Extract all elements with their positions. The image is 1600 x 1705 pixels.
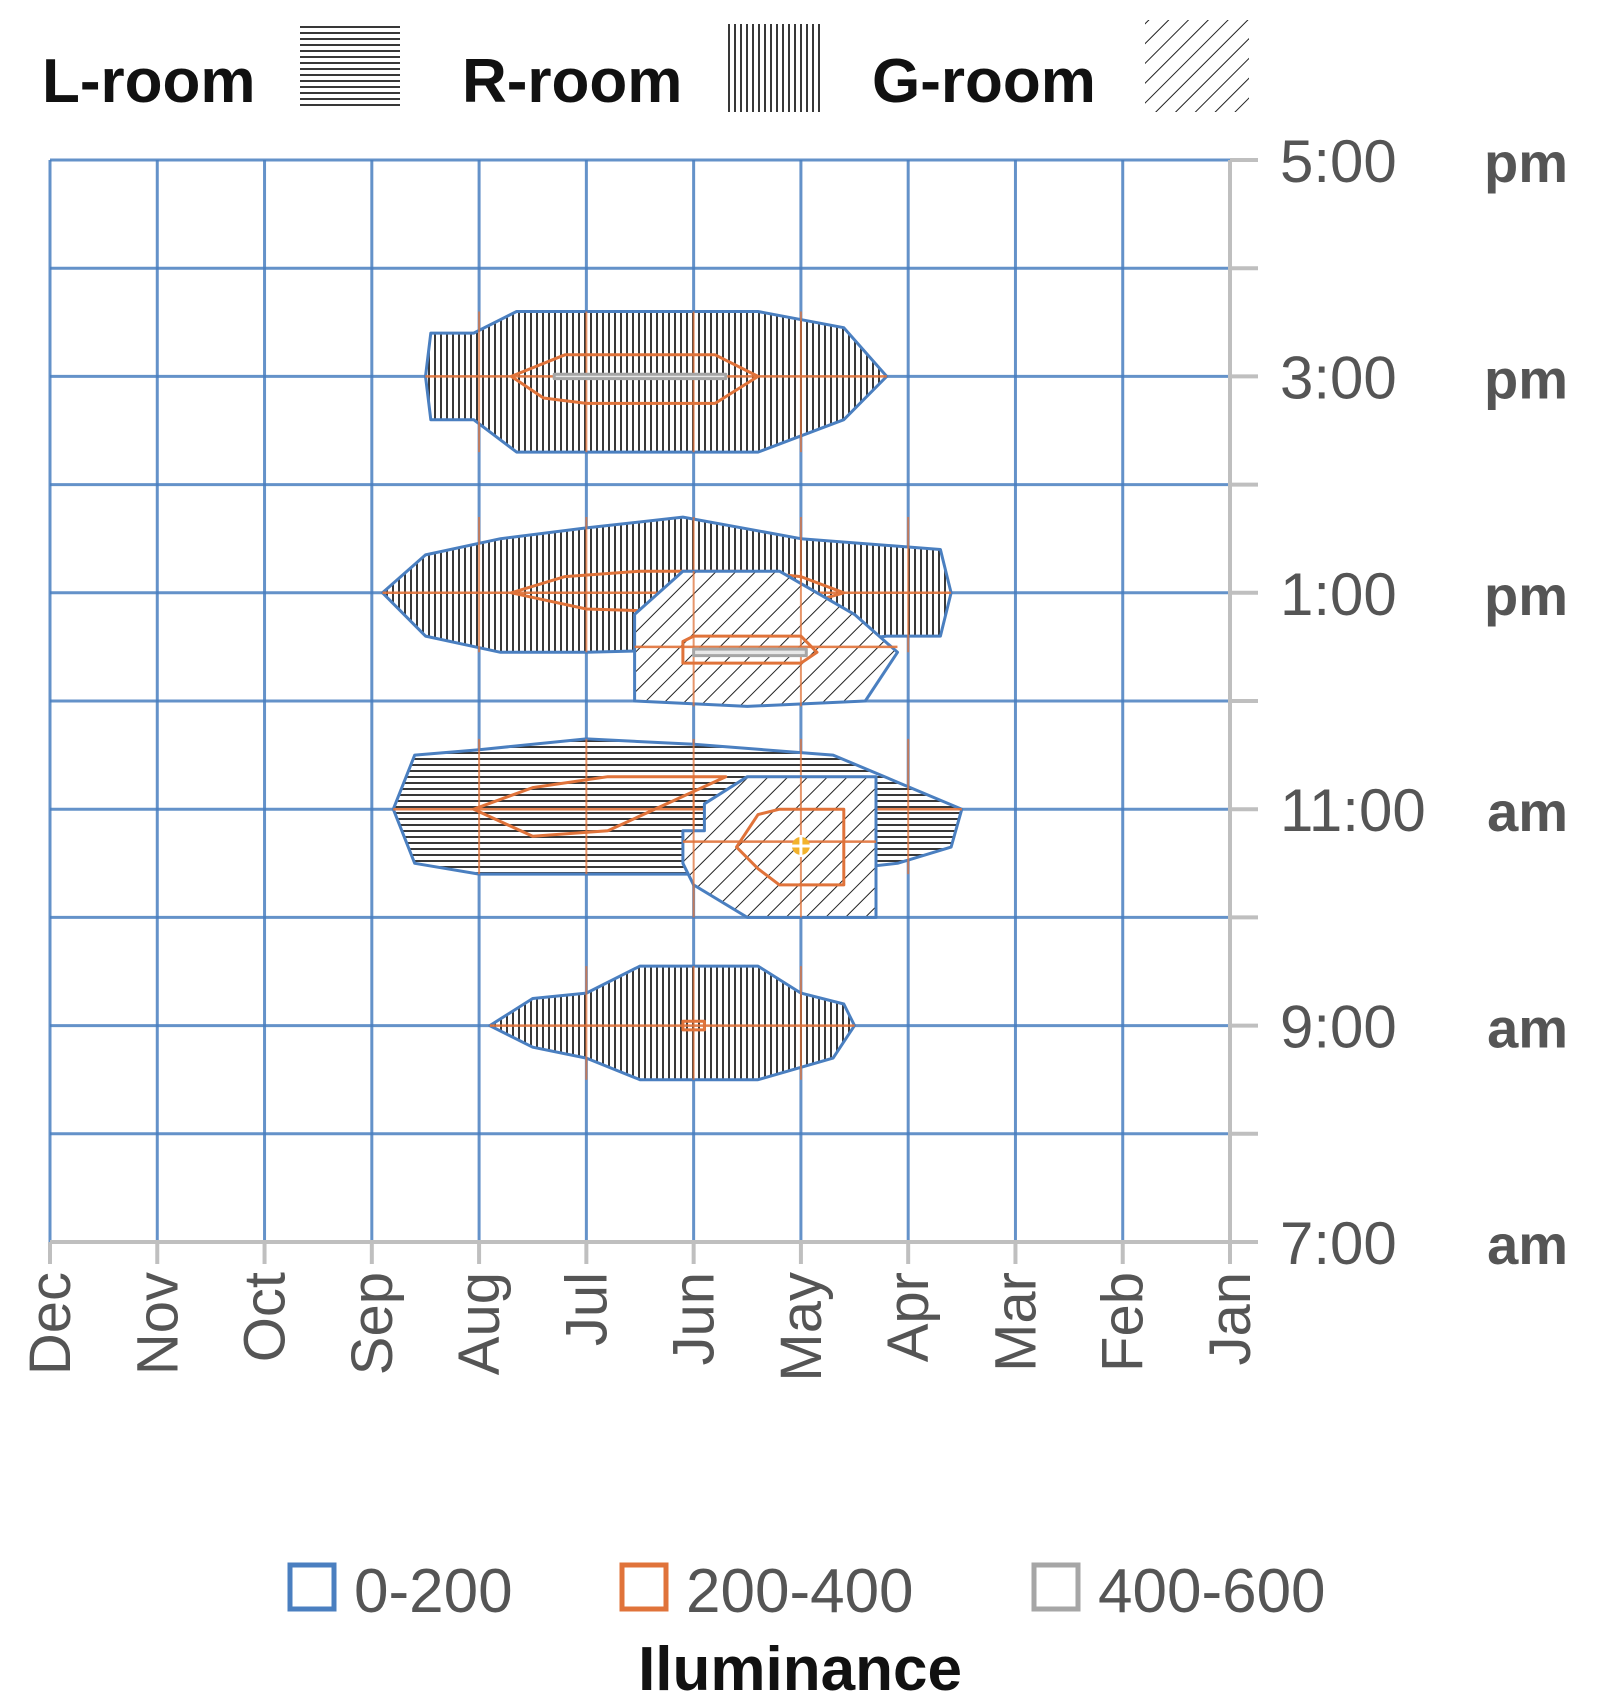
y-tick-label: 9:00 (1280, 994, 1397, 1061)
y-tick-label: 3:00 (1280, 344, 1397, 411)
legend-swatch-400-600 (1031, 1562, 1081, 1612)
x-tick-label: Apr (876, 1272, 941, 1362)
legend-swatch-200-400 (619, 1562, 669, 1612)
shape-g-room-0-200 (681, 775, 878, 919)
room-legend-item-r: R-room (462, 24, 824, 116)
room-swatch-l (300, 24, 400, 108)
shape-l-room-200-400 (472, 775, 728, 838)
x-tick-label: Dec (18, 1272, 83, 1375)
x-tick-label: Jan (1198, 1272, 1263, 1366)
y-tick-suffix: am (1487, 1213, 1568, 1276)
peak-marker (789, 834, 812, 857)
room-label-l: L-room (42, 47, 256, 116)
legend-item-400-600: 400-600 (1031, 1557, 1326, 1626)
illuminance-legend: 0-200 200-400 400-600 Iluminance (287, 1557, 1326, 1704)
axis-ticks (48, 158, 1258, 1264)
x-tick-label: Jun (662, 1272, 727, 1366)
x-tick-label: May (769, 1272, 834, 1382)
legend-title: Iluminance (638, 1635, 962, 1704)
shape-g-room-400-600 (692, 647, 808, 658)
shape-g-room-200-400 (735, 807, 846, 887)
room-label-r: R-room (462, 47, 682, 116)
room-label-g: G-room (872, 47, 1096, 116)
room-legend-item-g: G-room (872, 20, 1249, 116)
room-swatch-r (728, 24, 824, 112)
shape-r-room-400-600 (552, 372, 728, 381)
room-swatch-g (1145, 20, 1249, 112)
y-tick-label: 11:00 (1280, 777, 1426, 844)
y-tick-label: 1:00 (1280, 561, 1397, 628)
legend-label-200-400: 200-400 (686, 1557, 914, 1626)
y-tick-suffix: pm (1484, 347, 1568, 410)
x-tick-label: Oct (233, 1272, 298, 1362)
x-tick-label: Sep (340, 1272, 405, 1375)
x-tick-label: Mar (983, 1272, 1048, 1372)
legend-label-0-200: 0-200 (354, 1557, 513, 1626)
y-tick-label: 5:00 (1280, 128, 1397, 195)
legend-item-200-400: 200-400 (619, 1557, 914, 1626)
x-tick-label: Jul (554, 1272, 619, 1346)
y-tick-suffix: am (1487, 780, 1568, 843)
data-shapes (381, 310, 964, 1082)
y-tick-suffix: pm (1484, 131, 1568, 194)
y-axis-labels: 5:00 pm 3:00 pm 1:00 pm 11:00 am 9:00 am 7:00 am (1280, 128, 1568, 1277)
shape-g-room-0-200 (633, 569, 899, 708)
x-tick-label: Nov (125, 1272, 190, 1375)
x-tick-label: Feb (1091, 1272, 1156, 1372)
room-legend-item-l: L-room (42, 24, 400, 116)
x-tick-label: Aug (447, 1272, 512, 1375)
y-tick-suffix: am (1487, 997, 1568, 1060)
legend-item-0-200: 0-200 (287, 1557, 513, 1626)
y-tick-label: 7:00 (1280, 1210, 1397, 1277)
x-axis-labels: Dec Nov Oct Sep Aug Jul Jun May Apr Mar Feb Jan (18, 1272, 1263, 1382)
y-tick-suffix: pm (1484, 564, 1568, 627)
shape-r-room-200-400 (509, 353, 760, 405)
legend-swatch-0-200 (287, 1562, 337, 1612)
shape-r-room-200-400 (681, 1019, 706, 1032)
shape-r-room-0-200 (424, 310, 889, 454)
shape-g-room-200-400 (681, 634, 819, 665)
shape-r-room-0-200 (488, 964, 856, 1082)
room-legend: L-room R-room G-room (42, 20, 1249, 116)
legend-label-400-600: 400-600 (1098, 1557, 1326, 1626)
